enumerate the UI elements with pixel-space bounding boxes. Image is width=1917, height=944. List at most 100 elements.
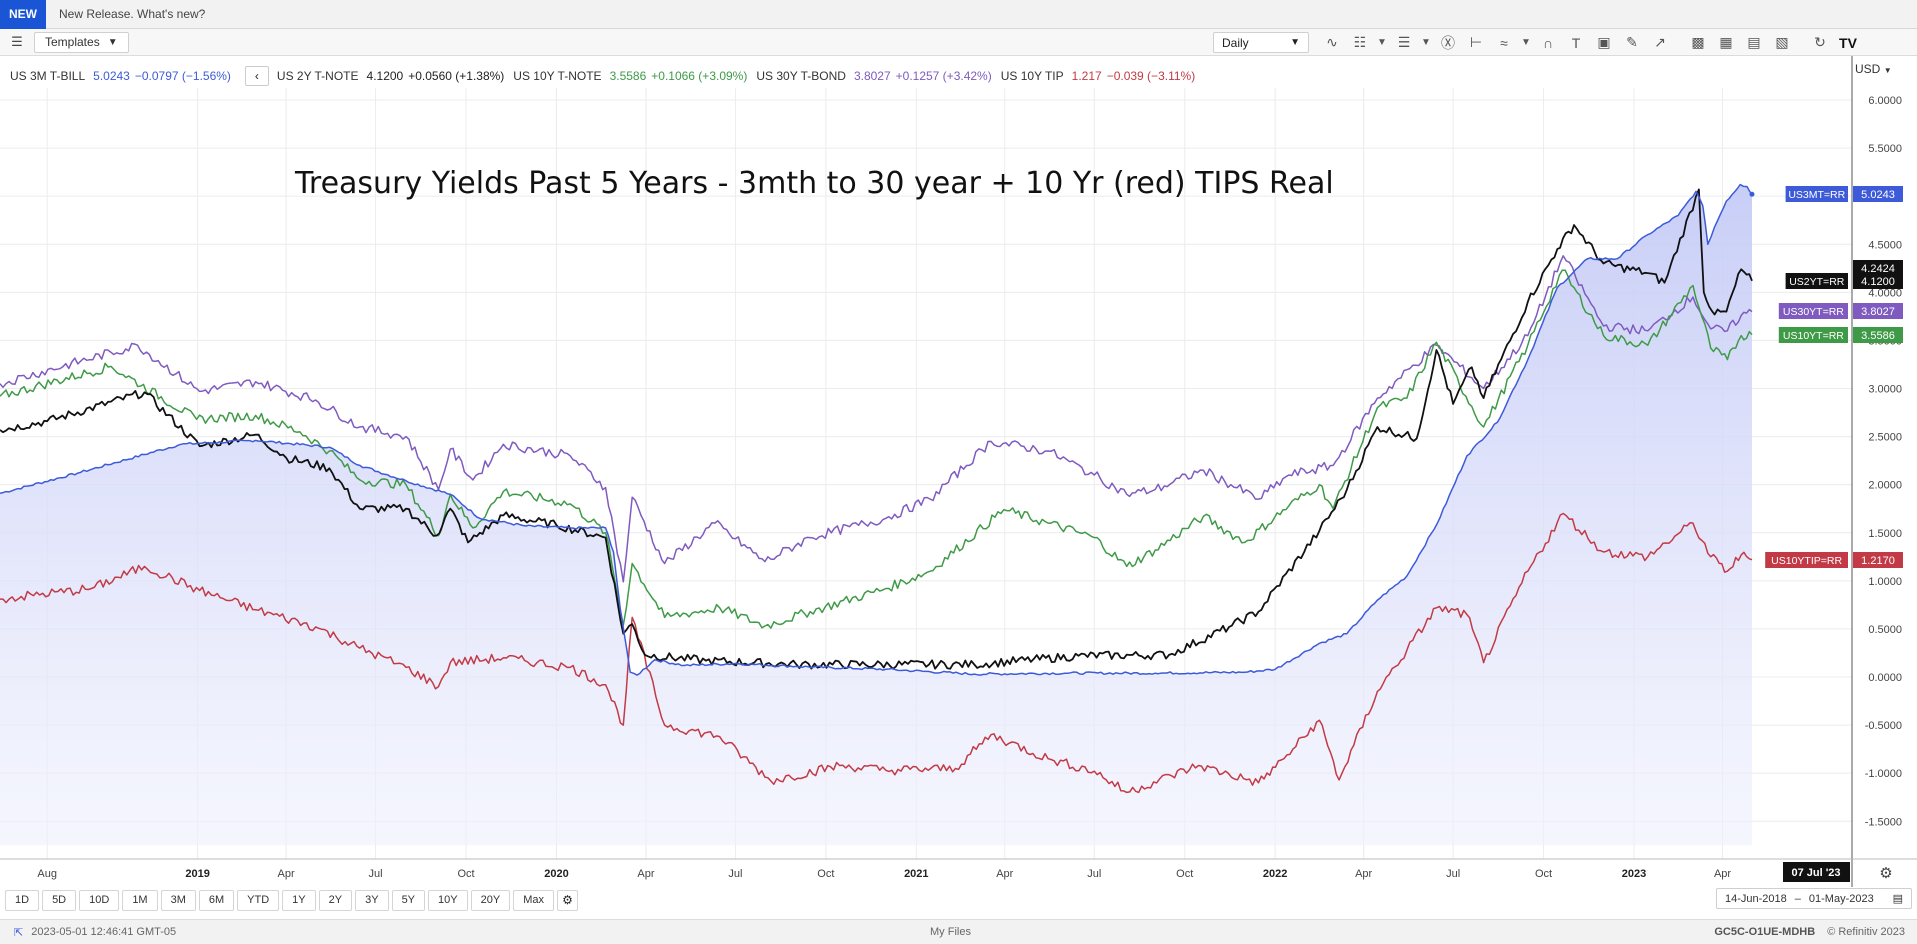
- legend-name: US 10Y T-NOTE: [513, 69, 602, 83]
- brand-logo-icon[interactable]: TV: [1839, 34, 1857, 51]
- legend-name: US 3M T-BILL: [10, 69, 86, 83]
- date-from: 14-Jun-2018: [1725, 892, 1787, 905]
- annotation-icon[interactable]: ✎: [1626, 34, 1638, 50]
- chevron-down-icon: ▼: [107, 36, 118, 48]
- x-tick-label: Apr: [996, 868, 1013, 880]
- text-icon[interactable]: T: [1571, 34, 1581, 51]
- release-link[interactable]: New Release. What's new?: [59, 7, 206, 21]
- interval-value: Daily: [1222, 35, 1249, 50]
- series-legend: US 3M T-BILL 5.0243 −0.0797 (−1.56%) ‹ U…: [0, 66, 1850, 86]
- legend-item-tip[interactable]: US 10Y TIP 1.217 −0.039 (−3.11%): [1001, 69, 1195, 83]
- range-button-5y[interactable]: 5Y: [391, 889, 426, 911]
- legend-item-30y[interactable]: US 30Y T-BOND 3.8027 +0.1257 (+3.42%): [756, 69, 991, 83]
- table-icon[interactable]: ▦: [1719, 34, 1733, 50]
- y-tick-label: 1.0000: [1868, 576, 1902, 588]
- chevron-down-icon[interactable]: ▼: [1377, 37, 1387, 48]
- chart-title: Treasury Yields Past 5 Years - 3mth to 3…: [294, 166, 1334, 201]
- series-line-US30YT=RR[interactable]: [0, 255, 1753, 583]
- legend-item-10y[interactable]: US 10Y T-NOTE 3.5586 +0.1066 (+3.09%): [513, 69, 747, 83]
- range-button-6m[interactable]: 6M: [198, 889, 235, 911]
- x-tick-label: 2019: [185, 868, 209, 880]
- range-button-1d[interactable]: 1D: [5, 889, 40, 911]
- series-line-US3MT=RR[interactable]: [0, 183, 1753, 676]
- series-line-US2YT=RR[interactable]: [0, 188, 1753, 670]
- yield-chart[interactable]: 6.00005.50005.00004.50004.00003.50003.00…: [0, 0, 1917, 887]
- y-tick-label: 5.5000: [1868, 143, 1902, 155]
- price-tag: 4.2424: [1853, 260, 1903, 276]
- price-tag: US10YTIP=RR 1.2170: [1765, 552, 1903, 568]
- range-button-1y[interactable]: 1Y: [282, 889, 316, 911]
- layout-icon[interactable]: ▤: [1747, 34, 1761, 50]
- range-button-20y[interactable]: 20Y: [470, 889, 511, 911]
- legend-value: 5.0243: [93, 69, 130, 83]
- axis-settings-icon[interactable]: ⚙: [1879, 865, 1892, 882]
- trend-icon[interactable]: ↗: [1654, 34, 1666, 50]
- price-tag-value-bg: [1853, 327, 1903, 343]
- multichart-icon[interactable]: ▧: [1775, 34, 1789, 50]
- chevron-down-icon: ▼: [1290, 37, 1300, 48]
- range-button-3y[interactable]: 3Y: [355, 889, 389, 911]
- x-tick-label: Oct: [1176, 868, 1193, 880]
- draw-icon[interactable]: ▣: [1597, 34, 1611, 50]
- price-tag: US10YT=RR 3.5586: [1778, 327, 1903, 343]
- candle-chart-icon[interactable]: ☷: [1353, 34, 1367, 50]
- range-button-1m[interactable]: 1M: [122, 889, 158, 911]
- refresh-icon[interactable]: ↻: [1814, 34, 1826, 50]
- legend-item-3m[interactable]: US 3M T-BILL 5.0243 −0.0797 (−1.56%): [10, 69, 231, 83]
- legend-change: +0.1066 (+3.09%): [651, 69, 748, 83]
- interval-select[interactable]: Daily ▼: [1213, 32, 1309, 53]
- calendar-icon[interactable]: ▤: [1892, 893, 1903, 905]
- legend-item-2y[interactable]: US 2Y T-NOTE 4.1200 +0.0560 (+1.38%): [277, 69, 504, 83]
- price-tag-value-bg: [1853, 552, 1903, 568]
- range-button-ytd[interactable]: YTD: [237, 889, 280, 911]
- legend-name: US 10Y TIP: [1000, 69, 1064, 83]
- chevron-down-icon[interactable]: ▼: [1421, 37, 1431, 48]
- range-button-5d[interactable]: 5D: [42, 889, 77, 911]
- screenshot-icon[interactable]: ▩: [1691, 34, 1705, 50]
- date-range-picker[interactable]: 14-Jun-2018 – 01-May-2023 ▤: [1716, 888, 1912, 909]
- range-button-3m[interactable]: 3M: [160, 889, 196, 911]
- price-tag-label-bg: [1785, 186, 1848, 202]
- templates-dropdown[interactable]: Templates ▼: [34, 31, 129, 53]
- range-settings-icon[interactable]: ⚙: [556, 889, 578, 911]
- price-tag-label: US3MT=RR: [1788, 189, 1845, 201]
- chevron-down-icon[interactable]: ▼: [1521, 37, 1531, 48]
- panel-toggle-icon[interactable]: ☰: [11, 34, 23, 49]
- x-tick-label: 2021: [904, 868, 928, 880]
- range-button-2y[interactable]: 2Y: [318, 889, 353, 911]
- range-button-10y[interactable]: 10Y: [428, 889, 468, 911]
- legend-value: 3.5586: [609, 69, 647, 83]
- series-line-US10YT=RR[interactable]: [0, 269, 1753, 629]
- y-tick-label: 4.5000: [1868, 239, 1902, 251]
- price-tag-value: 3.5586: [1861, 330, 1895, 342]
- x-tick-label: 2023: [1622, 868, 1646, 880]
- date-to: 01-May-2023: [1808, 892, 1874, 905]
- price-tag-label: US30YT=RR: [1783, 306, 1844, 318]
- indicators-icon[interactable]: ≈: [1500, 34, 1508, 51]
- x-tick-label: Apr: [278, 868, 295, 880]
- y-tick-label: 2.0000: [1868, 480, 1902, 492]
- crosshair-date-label: 07 Jul '23: [1791, 867, 1840, 879]
- legend-value: 3.8027: [853, 69, 891, 83]
- range-buttons: 1D 5D 10D 1M 3M 6M YTD 1Y 2Y 3Y 5Y 10Y 20Y Max: [0, 889, 554, 911]
- my-files-link[interactable]: My Files: [930, 926, 971, 938]
- y-tick-label: 0.5000: [1868, 624, 1902, 636]
- legend-value: 4.1200: [366, 69, 404, 83]
- price-tag-label: US10YT=RR: [1783, 330, 1844, 342]
- list-icon[interactable]: ☰: [1397, 34, 1411, 50]
- legend-name: US 30Y T-BOND: [756, 69, 846, 83]
- x-tick-label: Jul: [1087, 868, 1101, 880]
- event-icon[interactable]: Ⓧ: [1441, 34, 1455, 51]
- series-line-US10YTIP=RR[interactable]: [0, 512, 1753, 794]
- date-separator: –: [1794, 892, 1801, 905]
- chevron-left-icon[interactable]: ‹: [244, 66, 269, 86]
- line-chart-icon[interactable]: ∿: [1326, 34, 1338, 50]
- crosshair-icon[interactable]: ⊢: [1469, 34, 1483, 50]
- currency-select[interactable]: USD ▼: [1855, 62, 1892, 76]
- y-tick-label: 0.0000: [1868, 672, 1902, 684]
- range-button-10d[interactable]: 10D: [79, 889, 120, 911]
- range-button-max[interactable]: Max: [513, 889, 554, 911]
- x-tick-label: Apr: [1714, 868, 1731, 880]
- magnet-icon[interactable]: ∩: [1542, 34, 1554, 51]
- timestamp: 2023-05-01 12:46:41 GMT-05: [31, 926, 177, 938]
